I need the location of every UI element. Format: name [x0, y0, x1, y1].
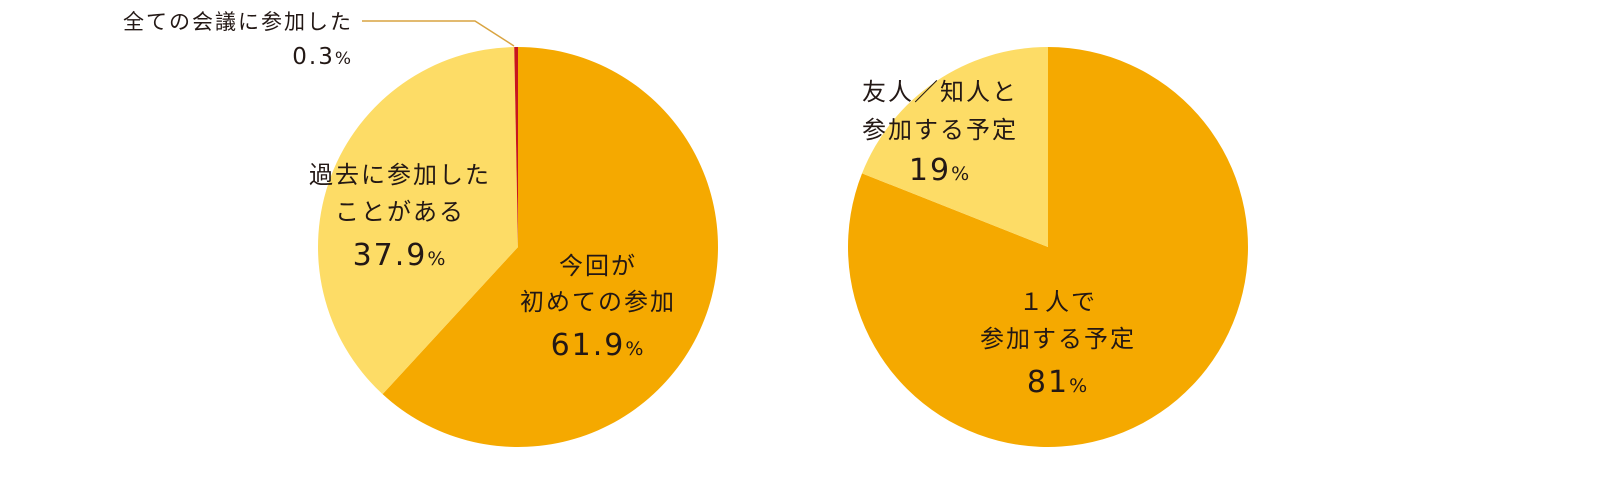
slice-label-line: 全ての会議に参加した: [123, 10, 353, 34]
data-label-unit: %: [625, 338, 645, 360]
slice-first-time: [382, 47, 718, 448]
slice-label-alone: １人で 参加する予定 81%: [980, 288, 1136, 400]
slice-label-with-friends: 友人／知人と 参加する予定 19%: [862, 78, 1018, 188]
data-label-value: 61.9: [551, 328, 626, 363]
data-label: 0.3%: [292, 44, 353, 70]
leader-line: [362, 20, 515, 47]
pie-chart-participation-history: [318, 47, 718, 448]
data-label-unit: %: [335, 49, 353, 69]
slice-label-all-meetings: 全ての会議に参加した 0.3%: [123, 10, 515, 70]
slice-label-line: 友人／知人と: [862, 78, 1018, 106]
data-label: 61.9%: [551, 328, 646, 363]
slice-label-line: 初めての参加: [520, 288, 676, 316]
slice-past: [318, 47, 518, 395]
slice-label-line: １人で: [1019, 288, 1097, 316]
slice-label-line: 参加する予定: [862, 116, 1018, 144]
slice-label-line: ことがある: [335, 198, 465, 226]
slice-all-meetings: [514, 47, 518, 247]
slice-with-friends: [862, 47, 1048, 247]
data-label-value: 37.9: [353, 238, 428, 273]
data-label-value: 0.3: [292, 44, 335, 70]
data-label: 37.9%: [353, 238, 448, 273]
data-label: 19%: [909, 153, 971, 188]
slice-label-first-time: 今回が 初めての参加 61.9%: [520, 252, 676, 363]
data-label-unit: %: [951, 163, 971, 185]
slice-label-line: 参加する予定: [980, 325, 1136, 353]
data-label-unit: %: [1069, 375, 1089, 397]
pie-chart-participation-style: [847, 47, 1248, 447]
slice-label-past: 過去に参加した ことがある 37.9%: [309, 161, 491, 273]
slice-label-line: 今回が: [559, 252, 637, 280]
data-label-value: 81: [1027, 365, 1069, 400]
data-label-unit: %: [427, 248, 447, 270]
slice-alone: [847, 47, 1248, 447]
slice-label-line: 過去に参加した: [309, 161, 491, 189]
data-label: 81%: [1027, 365, 1089, 400]
data-label-value: 19: [909, 153, 951, 188]
